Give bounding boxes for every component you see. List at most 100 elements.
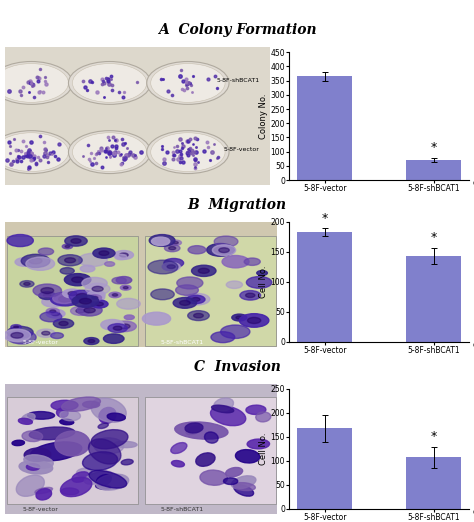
Ellipse shape [186,426,201,435]
Circle shape [85,291,99,297]
Ellipse shape [196,453,215,466]
Text: Group: Group [473,510,474,515]
Circle shape [73,133,147,171]
Ellipse shape [84,471,113,484]
Circle shape [46,308,59,314]
Circle shape [120,285,131,290]
Circle shape [80,299,91,304]
Ellipse shape [82,452,118,470]
Circle shape [193,313,203,318]
Bar [297,76,352,180]
Circle shape [41,288,54,293]
Ellipse shape [22,413,35,422]
Ellipse shape [29,427,75,440]
Ellipse shape [247,439,270,449]
Ellipse shape [175,422,228,439]
Circle shape [51,333,64,339]
Bar [297,428,352,509]
Ellipse shape [72,472,89,482]
Circle shape [73,64,147,102]
Bar [407,457,461,509]
Ellipse shape [36,489,52,500]
Circle shape [33,284,62,297]
Y-axis label: Cell No.: Cell No. [259,433,268,465]
Circle shape [80,265,95,272]
Circle shape [20,281,34,287]
Ellipse shape [61,488,79,495]
Circle shape [92,287,103,291]
Circle shape [93,248,115,258]
Circle shape [11,325,21,329]
Circle shape [115,254,127,260]
Y-axis label: Colony No.: Colony No. [259,93,267,139]
Circle shape [36,329,55,337]
Ellipse shape [256,412,271,422]
Text: 5-8F-shBCAT1: 5-8F-shBCAT1 [217,78,260,82]
Circle shape [162,263,180,271]
Ellipse shape [89,470,127,488]
Ellipse shape [55,431,90,456]
Circle shape [169,246,176,250]
Text: Group: Group [473,343,474,348]
Circle shape [247,317,261,324]
Circle shape [124,315,134,319]
Circle shape [44,294,51,298]
Ellipse shape [96,474,128,490]
Circle shape [38,248,54,255]
Circle shape [46,310,65,318]
Circle shape [170,240,182,245]
FancyBboxPatch shape [8,235,138,346]
Circle shape [149,234,175,246]
Circle shape [0,64,68,102]
Circle shape [101,319,124,330]
FancyBboxPatch shape [8,397,138,504]
Ellipse shape [89,439,121,464]
Text: 5-8F-vector: 5-8F-vector [22,340,58,345]
Circle shape [99,251,109,255]
Ellipse shape [94,438,124,454]
Circle shape [0,133,68,171]
Text: A  Colony Formation: A Colony Formation [158,23,316,37]
Circle shape [14,326,18,328]
Circle shape [82,277,107,289]
Circle shape [88,295,101,301]
Bar [407,160,461,180]
Ellipse shape [246,405,266,414]
Circle shape [142,312,171,325]
Circle shape [113,321,137,331]
Circle shape [58,255,82,266]
Ellipse shape [223,478,238,484]
Circle shape [147,130,229,173]
Circle shape [76,293,88,299]
Circle shape [68,62,151,104]
Ellipse shape [62,397,100,411]
Circle shape [152,237,170,245]
Circle shape [119,253,128,257]
Ellipse shape [114,441,137,448]
Circle shape [116,277,132,283]
Ellipse shape [61,477,92,496]
Circle shape [246,277,272,288]
Circle shape [51,312,60,316]
Y-axis label: Cell No.: Cell No. [259,266,268,298]
Circle shape [222,255,249,268]
Circle shape [219,248,229,253]
Circle shape [164,258,183,268]
Ellipse shape [204,432,218,443]
Circle shape [167,265,175,268]
Circle shape [39,292,56,300]
Circle shape [105,262,115,266]
Circle shape [65,245,70,247]
Ellipse shape [35,488,53,494]
Circle shape [60,268,74,274]
Circle shape [175,285,199,295]
Circle shape [164,245,180,252]
Circle shape [68,291,77,295]
Text: 5-8F-shBCAT1: 5-8F-shBCAT1 [160,340,203,345]
Text: B  Migration: B Migration [187,198,287,212]
Circle shape [156,238,168,243]
Ellipse shape [172,460,184,467]
Circle shape [59,296,72,302]
Ellipse shape [24,448,51,461]
Circle shape [91,300,108,308]
